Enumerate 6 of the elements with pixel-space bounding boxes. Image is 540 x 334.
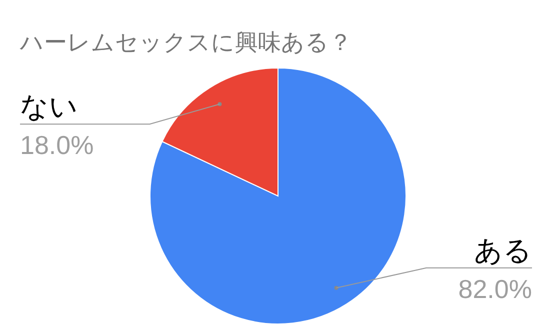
- slice-label: ない: [20, 90, 78, 124]
- data-label: 82.0%: [458, 274, 532, 304]
- chart-title: ハーレムセックスに興味ある？: [19, 30, 352, 56]
- slice-label: ある: [474, 234, 532, 267]
- pie-slice: [150, 68, 406, 324]
- data-label: 18.0%: [20, 130, 94, 160]
